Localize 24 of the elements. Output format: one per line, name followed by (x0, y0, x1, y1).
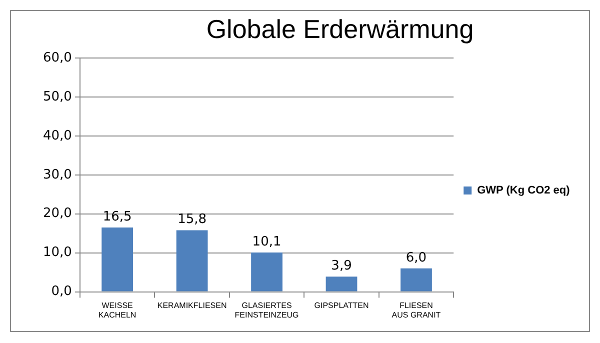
chart-title: Globale Erderwärmung (205, 14, 475, 45)
data-label: 16,5 (102, 209, 132, 224)
data-label: 10,1 (252, 234, 282, 250)
x-tick-label: GLASIERTES FEINSTEINZEUG (234, 300, 299, 320)
data-label: 6,0 (406, 250, 427, 266)
y-tick-label: 40,0 (42, 128, 72, 144)
bar (326, 276, 358, 292)
bar (251, 252, 282, 292)
data-label: 15,8 (178, 212, 207, 228)
y-tick-label: 10,0 (42, 245, 72, 260)
legend-label: GWP (Kg CO2 eq) (477, 184, 570, 197)
data-label: 3,9 (331, 258, 352, 274)
x-tick-label: KERAMIKFLIESEN (157, 300, 227, 310)
y-tick-label: 0,0 (51, 284, 72, 300)
x-tick-label: GIPSPLATTEN (314, 300, 369, 310)
bar (400, 268, 432, 292)
x-tick-label: WEISSE KACHELN (98, 300, 136, 320)
y-tick-label: 50,0 (42, 89, 72, 104)
x-tick-label: FLIESEN AUS GRANIT (392, 300, 441, 320)
bar (102, 228, 134, 292)
y-tick-label: 60,0 (42, 50, 72, 66)
bar (176, 230, 208, 292)
y-tick-label: 30,0 (42, 167, 72, 182)
y-tick-label: 20,0 (42, 206, 72, 222)
